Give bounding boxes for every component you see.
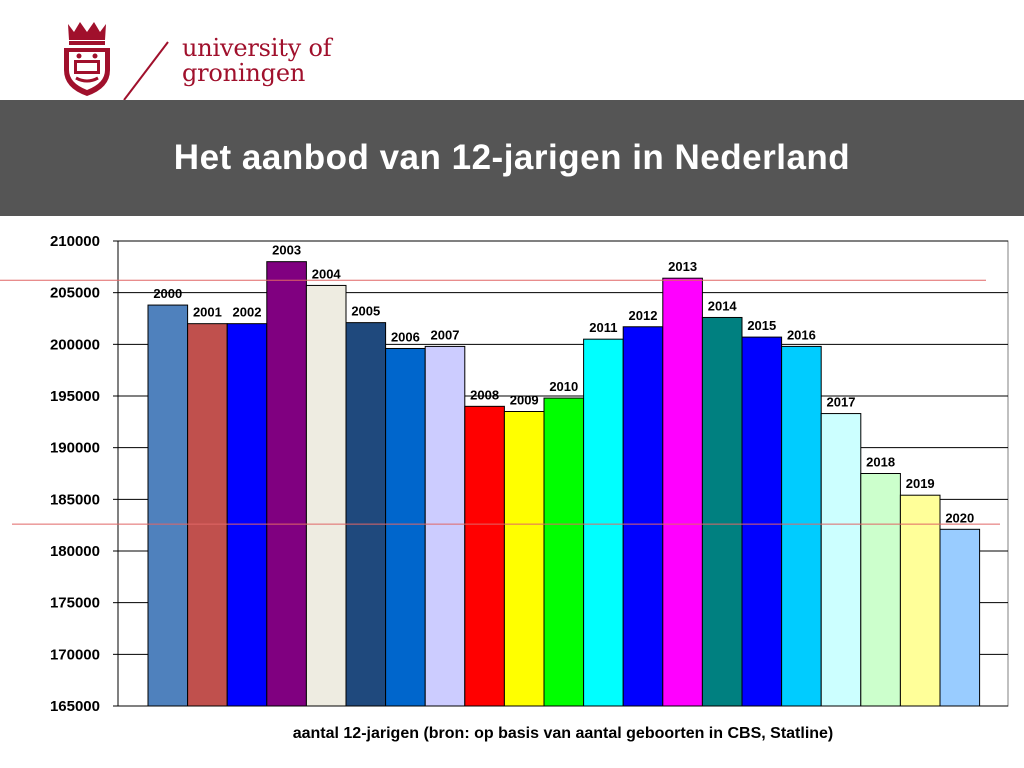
bar-data-label: 2015 [747,318,776,333]
bar [662,277,703,707]
bar-data-label: 2011 [589,320,617,335]
bar [781,345,822,707]
brand-line-2: groningen [182,59,306,87]
bar-data-label: 2018 [866,455,895,470]
bar-data-label: 2013 [668,259,697,274]
page-title: Het aanbod van 12-jarigen in Nederland [173,138,851,177]
bar-data-label: 2012 [629,308,658,323]
bar [860,473,901,707]
bar-data-label: 2020 [945,510,974,525]
bar-data-label: 2019 [906,476,935,491]
bar [820,413,862,707]
data-labels: 2000 2001 2002 2003 2004 2005 2006 2007 2008 2009… [153,243,974,526]
bar [701,316,743,707]
title-band: Het aanbod van 12-jarigen in Nederland [0,100,1024,216]
bar-data-label: 2001 [193,305,222,320]
bar [345,322,387,707]
bar-data-label: 2009 [510,393,539,408]
y-tick-label: 175000 [50,595,100,612]
bar-data-label: 2004 [312,266,342,281]
bar [503,411,545,707]
bar-data-label: 2007 [431,327,460,342]
brand-line-1: university of [182,34,332,62]
bar [424,345,466,707]
bar [622,326,664,707]
bar [226,323,268,707]
university-crest-icon [64,22,110,96]
bar-data-label: 2017 [827,395,856,410]
y-axis: 165000 170000 175000 180000 185000 190000 1950… [50,233,119,715]
y-tick-label: 190000 [50,440,100,457]
university-wordmark: university of groningen [182,34,332,87]
y-tick-label: 195000 [50,388,100,405]
bar [899,494,941,707]
y-tick-label: 200000 [50,336,100,353]
bar [464,405,505,707]
bar [741,336,783,707]
y-tick-label: 165000 [50,698,100,715]
bar-chart: 165000 170000 175000 180000 185000 190000 1950… [0,233,1009,742]
bar [583,338,624,707]
bar-data-label: 2016 [787,327,816,342]
y-tick-label: 205000 [50,285,100,302]
bar-data-label: 2010 [549,379,578,394]
brand-divider-slash [123,41,169,101]
reference-lines [0,279,1000,525]
bars [147,261,981,707]
x-axis-label: aantal 12-jarigen (bron: op basis van aa… [293,725,834,742]
bar-data-label: 2014 [708,298,738,313]
bar [266,261,307,707]
bar-data-label: 2002 [233,305,262,320]
y-tick-label: 170000 [50,646,100,663]
y-tick-label: 185000 [50,491,100,508]
bar [147,304,189,707]
y-tick-label: 210000 [50,233,100,250]
y-tick-label: 180000 [50,543,100,560]
bar-data-label: 2008 [470,387,499,402]
bar [305,284,347,707]
bar [385,347,426,707]
bar-data-label: 2000 [153,286,182,301]
bar-data-label: 2005 [351,304,380,319]
logo-area: university of groningen [0,0,1024,101]
bar-data-label: 2003 [272,243,301,258]
bar-data-label: 2006 [391,329,420,344]
bar [187,323,228,707]
bar [543,397,585,707]
bar [939,528,981,707]
